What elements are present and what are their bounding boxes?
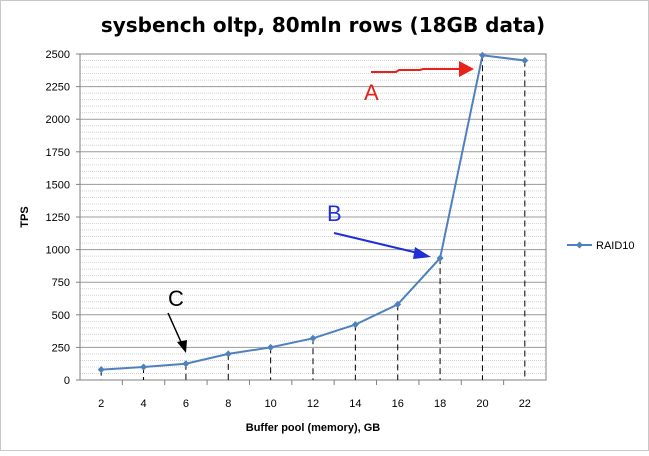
arrow-b-head: [413, 247, 431, 259]
x-tick-label: 16: [392, 398, 404, 410]
y-tick-label: 2250: [46, 82, 70, 94]
y-axis-title: TPS: [19, 206, 31, 227]
data-point: [394, 300, 402, 308]
legend-label: RAID10: [596, 240, 635, 252]
chart-title: sysbench oltp, 80mln rows (18GB data): [101, 13, 545, 37]
legend: RAID10: [567, 240, 635, 252]
x-tick-label: 20: [476, 398, 488, 410]
y-tick-label: 2500: [46, 49, 70, 61]
x-tick-label: 12: [307, 398, 319, 410]
arrow-c-head: [177, 340, 187, 353]
data-point: [478, 51, 486, 59]
x-tick-label: 14: [349, 398, 361, 410]
series-raid10: [97, 51, 529, 374]
arrow-a-head: [459, 61, 474, 77]
x-tick-label: 18: [434, 398, 446, 410]
y-tick-label: 0: [64, 375, 70, 387]
arrow-c-shaft: [167, 312, 182, 343]
arrow-b-shaft: [333, 232, 419, 254]
annotations: A B C: [167, 61, 474, 353]
data-point: [436, 254, 444, 262]
data-point: [224, 350, 232, 358]
data-point: [351, 321, 359, 329]
x-tick-label: 8: [225, 398, 231, 410]
annotation-a: A: [364, 80, 379, 105]
x-tick-label: 2: [98, 398, 104, 410]
y-tick-label: 750: [52, 277, 70, 289]
y-tick-label: 2000: [46, 114, 70, 126]
y-tick-label: 1250: [46, 212, 70, 224]
x-tick-label: 10: [265, 398, 277, 410]
y-tick-label: 1500: [46, 179, 70, 191]
x-tick-label: 6: [183, 398, 189, 410]
arrow-a-shaft: [371, 68, 460, 73]
annotation-c: C: [168, 286, 184, 311]
gridlines: [80, 60, 546, 374]
x-tick-label: 22: [519, 398, 531, 410]
data-point: [521, 57, 529, 65]
y-tick-label: 1750: [46, 147, 70, 159]
data-point: [182, 360, 190, 368]
data-point: [140, 363, 148, 371]
tick-labels: 0 250 500 750 1000 1250 1500 1750 2000 2250 2500 2 4…: [46, 49, 531, 410]
y-tick-label: 250: [52, 342, 70, 354]
data-point: [267, 343, 275, 351]
y-tick-label: 1000: [46, 245, 70, 257]
x-axis-title: Buffer pool (memory), GB: [246, 422, 381, 434]
data-point: [309, 334, 317, 342]
y-tick-label: 500: [52, 310, 70, 322]
legend-marker: [576, 241, 583, 249]
annotation-b: B: [327, 201, 342, 226]
x-tick-label: 4: [140, 398, 146, 410]
data-point: [97, 366, 105, 374]
